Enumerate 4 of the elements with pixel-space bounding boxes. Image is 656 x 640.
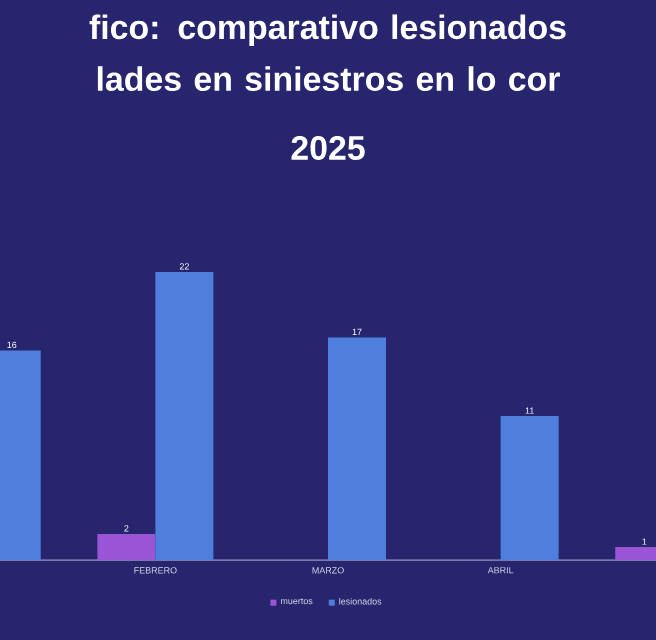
chart-title: fico: comparativo lesionados lades en siniestros en lo cor — [89, 14, 566, 92]
chart-subtitle: 2025 — [291, 136, 365, 160]
bar — [500, 415, 559, 561]
bar — [328, 337, 387, 561]
